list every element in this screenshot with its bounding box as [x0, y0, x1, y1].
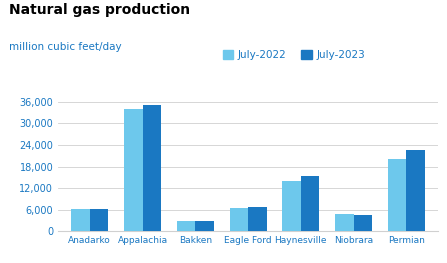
Bar — [72, 209, 90, 231]
Bar — [230, 208, 248, 231]
Bar — [406, 150, 425, 231]
Bar — [388, 159, 406, 231]
Text: million cubic feet/day: million cubic feet/day — [9, 42, 122, 52]
Bar — [248, 207, 266, 231]
Bar — [335, 214, 354, 231]
Bar — [90, 209, 108, 231]
Bar — [124, 109, 143, 231]
Bar — [301, 176, 319, 231]
Bar — [354, 215, 372, 231]
Legend: July-2022, July-2023: July-2022, July-2023 — [220, 48, 367, 62]
Bar — [283, 181, 301, 231]
Bar — [177, 221, 195, 231]
Bar — [195, 221, 214, 231]
Text: Natural gas production: Natural gas production — [9, 3, 190, 17]
Bar — [143, 105, 161, 231]
